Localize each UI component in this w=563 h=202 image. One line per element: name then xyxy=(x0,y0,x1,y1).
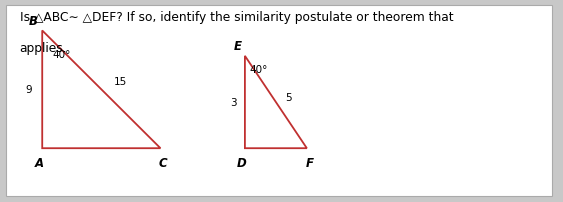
Text: 40°: 40° xyxy=(52,49,71,59)
Text: A: A xyxy=(35,157,44,169)
Text: 3: 3 xyxy=(230,98,236,107)
Text: B: B xyxy=(29,15,38,28)
FancyBboxPatch shape xyxy=(6,6,552,196)
Text: 9: 9 xyxy=(25,85,32,95)
Text: E: E xyxy=(234,40,242,53)
Text: C: C xyxy=(159,157,168,169)
Text: 40°: 40° xyxy=(249,65,268,75)
Text: D: D xyxy=(237,157,247,169)
Text: 15: 15 xyxy=(114,77,127,87)
Text: 5: 5 xyxy=(285,93,292,102)
Text: applies.: applies. xyxy=(20,41,68,54)
Text: F: F xyxy=(306,157,314,169)
Text: Is △ABC∼ △DEF? If so, identify the similarity postulate or theorem that: Is △ABC∼ △DEF? If so, identify the simil… xyxy=(20,11,453,24)
